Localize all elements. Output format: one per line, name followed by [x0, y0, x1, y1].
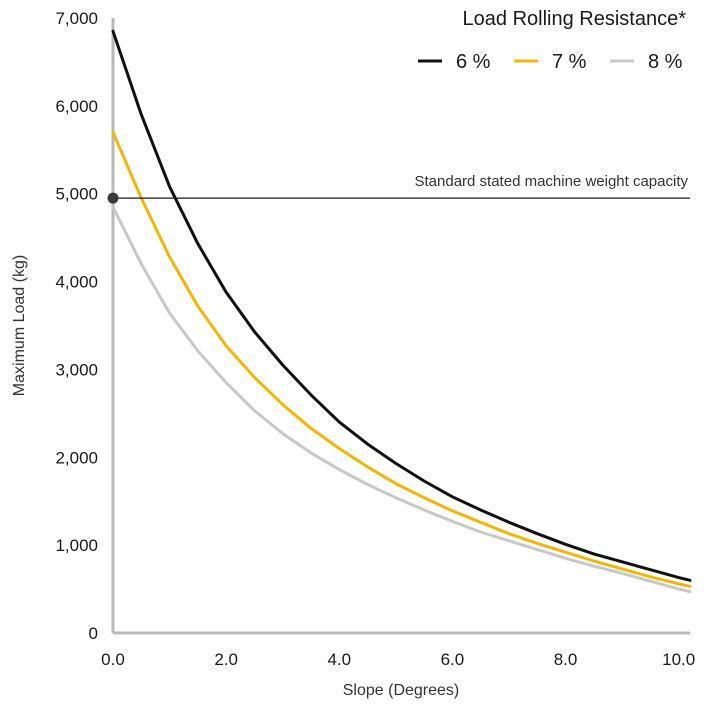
legend-label: 6 % [456, 51, 491, 73]
y-tick-label: 7,000 [55, 9, 98, 28]
x-tick-label: 8.0 [554, 650, 578, 669]
reference-line-label: Standard stated machine weight capacity [415, 173, 689, 190]
y-tick-label: 1,000 [55, 536, 98, 555]
legend-items: 6 % 7 % 8 % [418, 51, 683, 73]
y-tick-label: 6,000 [55, 97, 98, 116]
legend-title: Load Rolling Resistance* [463, 8, 687, 30]
x-tick-label: 10.0 [662, 650, 695, 669]
legend: Load Rolling Resistance* 6 % 7 % 8 % [418, 8, 686, 73]
x-tick-label: 6.0 [441, 650, 465, 669]
series-lines [111, 29, 692, 594]
x-tick-label: 0.0 [101, 650, 125, 669]
series-line-8-percent [111, 205, 692, 594]
x-axis-ticks: 0.0 2.0 4.0 6.0 8.0 10.0 [101, 650, 695, 669]
y-tick-label: 2,000 [55, 448, 98, 467]
reference-point-marker [107, 192, 119, 204]
y-tick-label: 4,000 [55, 273, 98, 292]
y-tick-label: 0 [89, 624, 98, 643]
legend-label: 8 % [648, 51, 683, 73]
y-axis-ticks: 0 1,000 2,000 3,000 4,000 5,000 6,000 7,000 [55, 9, 98, 643]
series-line-6-percent [111, 29, 692, 582]
legend-label: 7 % [552, 51, 587, 73]
y-tick-label: 5,000 [55, 185, 98, 204]
series-line-7-percent [111, 130, 692, 588]
x-axis-title: Slope (Degrees) [343, 682, 460, 699]
x-tick-label: 4.0 [327, 650, 351, 669]
y-axis-title: Maximum Load (kg) [11, 255, 28, 396]
y-tick-label: 3,000 [55, 360, 98, 379]
x-tick-label: 2.0 [214, 650, 238, 669]
